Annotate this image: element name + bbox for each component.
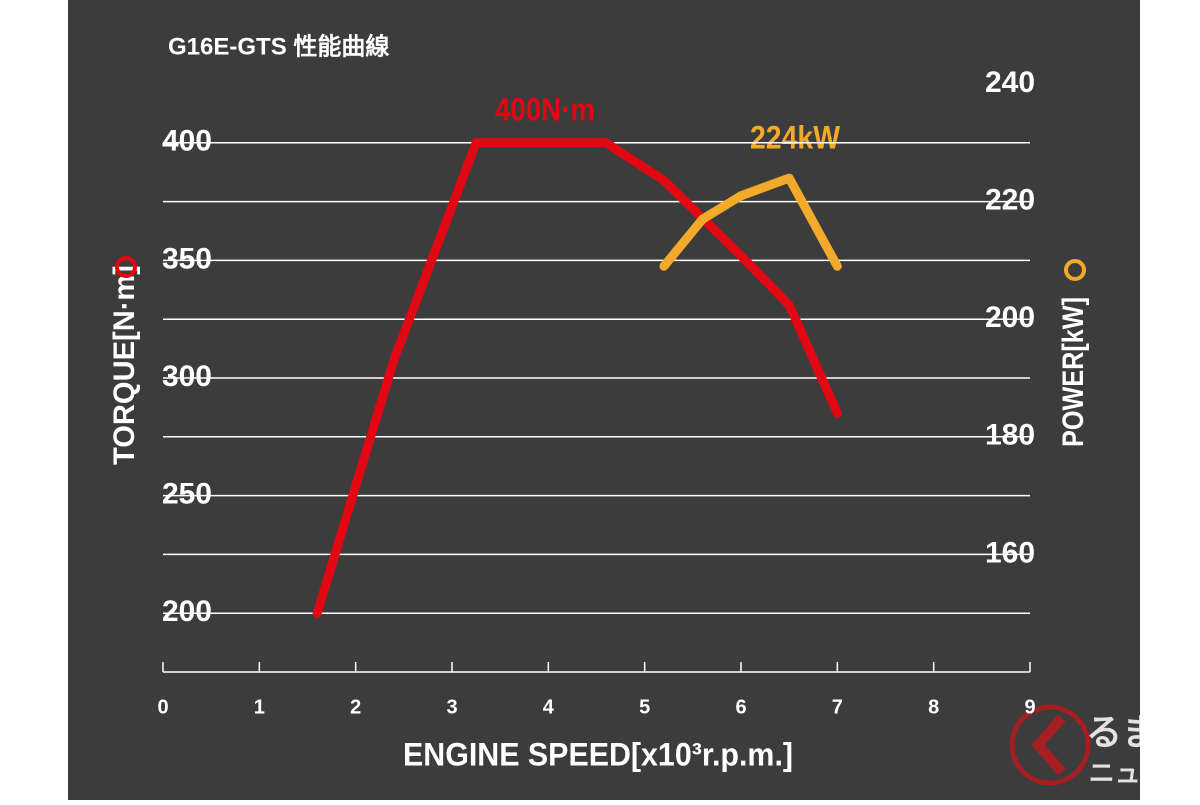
logo-text: るまの — [1086, 712, 1194, 753]
x-tick-label: 9 — [1024, 696, 1035, 718]
y2-tick-label: 240 — [985, 66, 1035, 99]
y-tick-label: 200 — [162, 595, 212, 628]
chart-title: G16E-GTS 性能曲線 — [168, 32, 389, 60]
chart-background — [68, 0, 1140, 800]
y-tick-label: 350 — [162, 242, 212, 275]
logo-mark — [1031, 714, 1066, 776]
y2-tick-label: 220 — [985, 184, 1035, 217]
x-tick-label: 8 — [928, 696, 939, 718]
y2-tick-label: 200 — [985, 301, 1035, 334]
annotation: 400N·m — [495, 91, 595, 127]
y2-tick-label: 160 — [985, 536, 1035, 569]
x-tick-label: 6 — [735, 696, 746, 718]
logo-text: ニュース — [1089, 758, 1192, 788]
x-tick-label: 3 — [446, 696, 457, 718]
logo-ring — [1009, 704, 1091, 786]
y2-axis-label: POWER[kW] — [1057, 297, 1090, 447]
y2-tick-label: 180 — [985, 419, 1035, 452]
series-line — [659, 173, 842, 271]
x-tick-label: 7 — [832, 696, 843, 718]
x-tick-label: 4 — [543, 696, 555, 718]
x-tick-label: 2 — [350, 696, 361, 718]
x-tick-label: 5 — [639, 696, 650, 718]
x-tick-label: 1 — [254, 696, 265, 718]
legend-icon — [1064, 259, 1086, 281]
y-tick-label: 300 — [162, 360, 212, 393]
annotation: 224kW — [750, 119, 841, 155]
y-tick-label: 250 — [162, 478, 212, 511]
x-axis-label: ENGINE SPEED[x10³r.p.m.] — [403, 736, 793, 772]
series-line — [312, 138, 842, 618]
x-tick-label: 0 — [157, 696, 168, 718]
y-axis-label: TORQUE[N·m] — [108, 265, 141, 465]
y-tick-label: 400 — [162, 125, 212, 158]
watermark: るまの ニュース — [1009, 704, 1194, 788]
legend-icon — [115, 256, 137, 278]
